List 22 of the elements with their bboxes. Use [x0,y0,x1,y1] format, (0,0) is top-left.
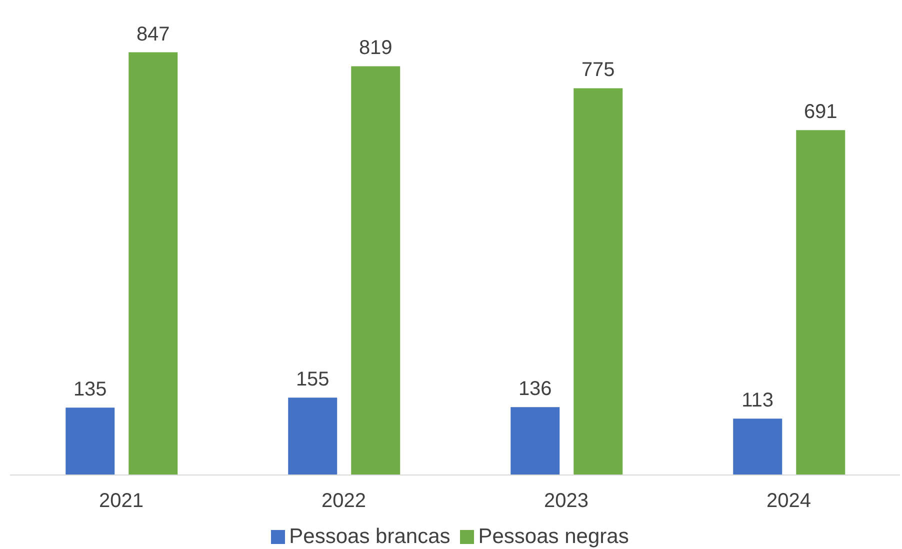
bar [351,66,400,475]
data-label: 113 [742,390,774,412]
x-tick-label: 2023 [544,490,588,512]
bar [574,88,623,475]
data-label: 691 [804,101,838,124]
bar [288,398,338,475]
data-label: 136 [518,378,552,400]
data-label: 135 [73,378,107,401]
bar [66,408,115,475]
legend-label: Pessoas brancas [289,525,450,548]
bar [796,130,846,475]
legend-label: Pessoas negras [478,525,629,548]
data-label: 155 [296,368,330,391]
bar [510,407,560,475]
x-tick-label: 2022 [322,490,366,512]
data-label: 775 [581,59,615,82]
x-tick-label: 2024 [766,490,811,512]
x-tick-label: 2021 [99,490,144,512]
bar [128,52,178,475]
bar [733,418,782,475]
data-label: 819 [358,37,392,60]
data-label: 847 [136,23,170,46]
